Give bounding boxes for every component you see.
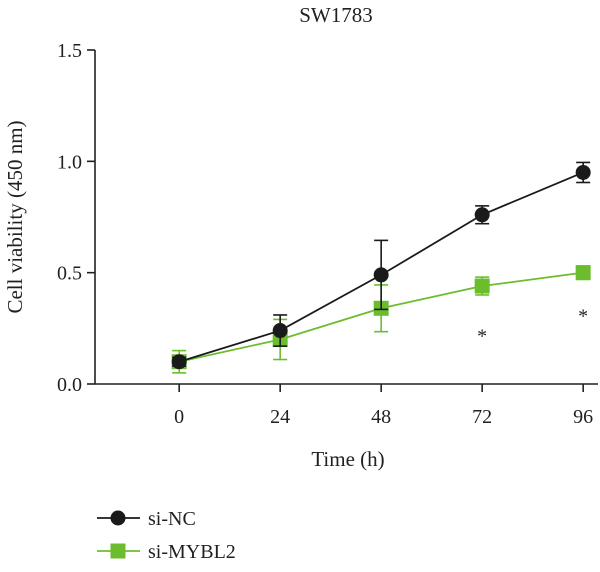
y-tick-label: 0.0 [57, 374, 82, 396]
x-tick-label: 48 [371, 406, 391, 428]
x-tick-label: 0 [174, 406, 184, 428]
data-point [474, 278, 490, 294]
legend-item: si-MYBL2 [97, 541, 236, 563]
y-axis-label: Cell viability (450 nm) [3, 120, 27, 313]
legend-item: si-NC [97, 508, 196, 530]
data-point [474, 207, 490, 223]
x-tick-label: 96 [573, 406, 593, 428]
plot-area: ** [171, 161, 591, 374]
legend: si-NC si-MYBL2 [97, 508, 236, 563]
significance-marker: * [477, 326, 487, 348]
legend-marker [110, 543, 126, 559]
axes: 0.0 0.5 1.0 1.5 0 24 48 72 96 [57, 40, 598, 428]
data-point [575, 265, 591, 281]
significance-marker: * [578, 306, 588, 328]
y-tick-label: 1.0 [57, 151, 82, 173]
x-tick-label: 72 [472, 406, 492, 428]
series-si-nc [171, 161, 591, 370]
x-axis-label: Time (h) [311, 447, 384, 471]
y-tick-label: 1.5 [57, 40, 82, 62]
data-point [373, 267, 389, 283]
chart-title: SW1783 [299, 3, 373, 27]
y-tick-label: 0.5 [57, 263, 82, 285]
data-point [272, 323, 288, 339]
legend-label: si-MYBL2 [148, 541, 236, 563]
legend-marker [110, 510, 126, 526]
data-point [575, 164, 591, 180]
data-point [171, 354, 187, 370]
legend-label: si-NC [148, 508, 196, 530]
x-tick-label: 24 [270, 406, 290, 428]
